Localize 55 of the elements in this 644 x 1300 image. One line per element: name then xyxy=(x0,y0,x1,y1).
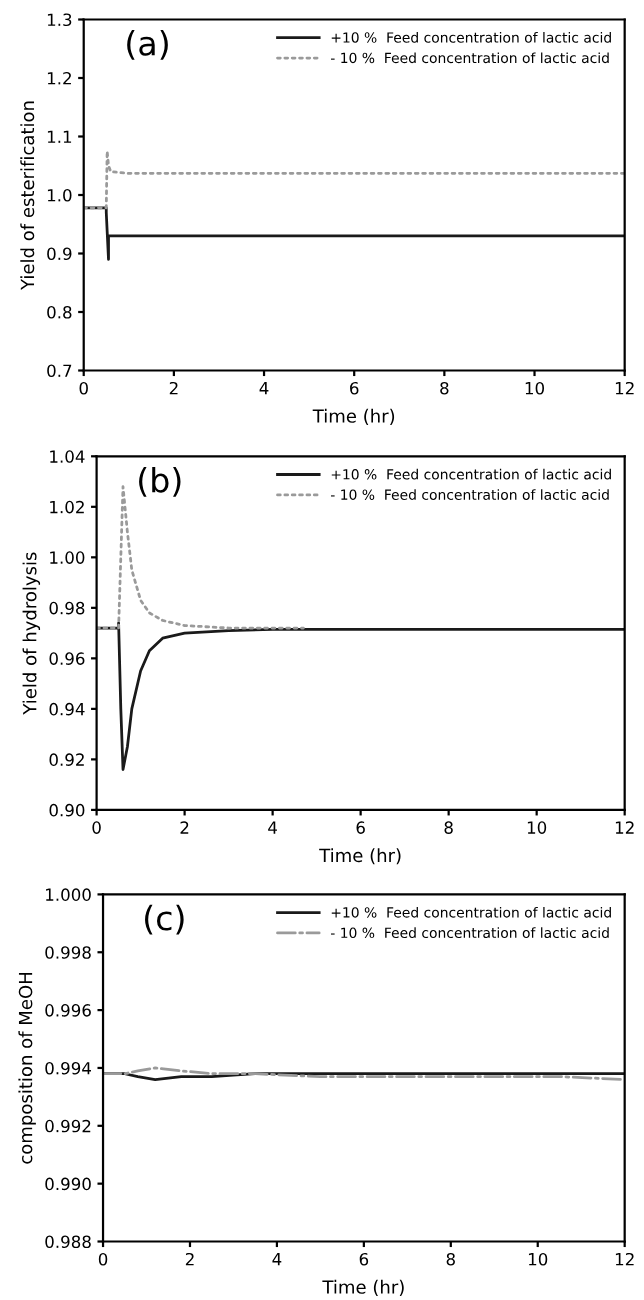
x-tick-label: 6 xyxy=(359,1252,369,1266)
x-tick-label: 6 xyxy=(350,381,359,395)
x-tick-label: 4 xyxy=(268,821,277,834)
y-tick-label: 0.8 xyxy=(47,305,72,319)
x-tick-label: 2 xyxy=(169,381,178,395)
y-tick-label: 1.0 xyxy=(47,188,72,202)
x-axis-title: Time (hr) xyxy=(312,408,395,425)
line-series xyxy=(96,621,625,771)
line-series xyxy=(83,206,625,261)
y-tick-label: 0.998 xyxy=(45,946,91,959)
y-tick-label: 1.2 xyxy=(47,71,71,85)
y-tick-label: 0.992 xyxy=(45,1119,91,1133)
y-tick-label: 0.96 xyxy=(49,652,85,665)
y-tick-label: 0.92 xyxy=(49,753,84,766)
x-tick-label: 4 xyxy=(259,382,269,395)
annotation: (c) xyxy=(145,904,184,935)
y-tick-label: 1.04 xyxy=(50,450,85,463)
x-tick-label: 12 xyxy=(615,1252,634,1266)
x-tick-label: 8 xyxy=(440,381,449,395)
y-axis-title: Yield of esterification xyxy=(20,101,35,291)
x-tick-label: 0 xyxy=(98,1252,108,1266)
y-axis-title: Yield of hydrolysis xyxy=(22,552,41,715)
x-axis-title: Time (hr) xyxy=(322,1279,404,1296)
x-tick-label: 12 xyxy=(615,821,634,834)
x-tick-label: 2 xyxy=(185,1252,194,1266)
y-tick-label: 0.90 xyxy=(49,803,85,817)
y-tick-label: 0.94 xyxy=(49,702,85,716)
x-tick-label: 8 xyxy=(446,1252,455,1266)
y-tick-label: 1.1 xyxy=(47,130,72,143)
y-tick-label: 0.7 xyxy=(47,364,72,378)
y-tick-label: 0.988 xyxy=(45,1235,91,1249)
y-tick-label: 1.00 xyxy=(50,551,85,564)
annotation: (a) xyxy=(127,30,168,60)
x-tick-label: 0 xyxy=(79,381,88,395)
x-tick-label: 0 xyxy=(92,821,101,834)
x-tick-label: 12 xyxy=(615,381,634,395)
y-tick-label: 1.000 xyxy=(46,888,91,901)
y-axis-title: composition of MeOH xyxy=(18,973,36,1164)
y-tick-label: 0.994 xyxy=(45,1061,91,1075)
annotation: (b) xyxy=(139,466,181,497)
y-tick-label: 1.3 xyxy=(47,13,72,27)
x-tick-label: 4 xyxy=(272,1253,282,1266)
x-tick-label: 8 xyxy=(444,821,453,834)
line-series xyxy=(83,149,625,210)
x-tick-label: 10 xyxy=(527,821,547,834)
x-tick-label: 10 xyxy=(528,1252,548,1266)
x-tick-label: 2 xyxy=(180,821,189,834)
y-tick-label: 0.996 xyxy=(45,1004,91,1017)
x-tick-label: 6 xyxy=(356,821,365,834)
x-axis-title: Time (hr) xyxy=(319,848,401,865)
y-tick-label: 0.990 xyxy=(45,1177,91,1191)
y-tick-label: 1.02 xyxy=(50,500,84,514)
x-tick-label: 10 xyxy=(525,381,545,395)
y-tick-label: 0.9 xyxy=(47,247,72,261)
y-tick-label: 0.98 xyxy=(49,601,85,615)
